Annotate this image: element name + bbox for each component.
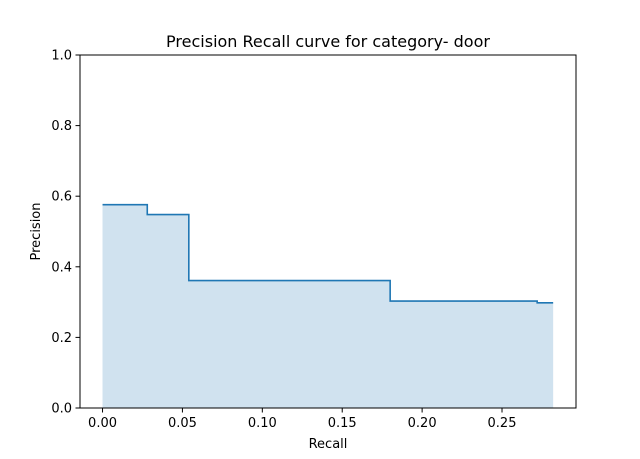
plot-layer — [102, 203, 554, 408]
x-tick-label: 0.10 — [248, 416, 277, 431]
y-axis-label: Precision — [29, 202, 44, 260]
plot-frame — [79, 54, 577, 409]
x-tick-label: 0.05 — [168, 416, 197, 431]
y-tick-label: 0.6 — [51, 190, 72, 205]
y-tick-label: 0.8 — [51, 119, 72, 134]
y-tick-label: 0.2 — [51, 331, 72, 346]
x-tick-label: 0.25 — [488, 416, 517, 431]
x-tick-label: 0.15 — [328, 416, 357, 431]
ticks-layer: 0.00 0.05 0.10 0.15 0.20 0.25 0.0 0.2 0.4 0.6 0.8 1… — [51, 49, 516, 432]
x-axis-label: Recall — [309, 437, 348, 452]
pr-step-line — [102, 203, 554, 304]
x-tick-label: 0.20 — [408, 416, 437, 431]
y-tick-label: 0.0 — [51, 402, 72, 417]
y-tick-label: 1.0 — [51, 49, 72, 64]
y-tick-label: 0.4 — [51, 260, 72, 275]
pr-area-fill — [102, 204, 554, 408]
x-tick-label: 0.00 — [88, 416, 117, 431]
chart-title: Precision Recall curve for category- doo… — [166, 32, 490, 51]
